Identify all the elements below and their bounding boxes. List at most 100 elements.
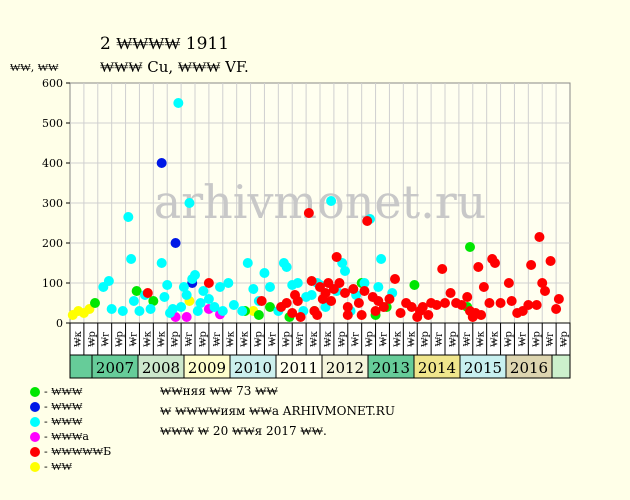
data-point bbox=[523, 300, 534, 310]
legend-label: - ₩₩₩ bbox=[44, 415, 83, 428]
data-point bbox=[331, 252, 342, 262]
half-year-label: ₩г bbox=[184, 332, 195, 347]
data-point bbox=[431, 300, 442, 310]
data-point bbox=[359, 286, 370, 296]
data-point bbox=[551, 304, 562, 314]
half-year-label: ₩г bbox=[517, 332, 528, 347]
half-year-label: ₩к bbox=[309, 330, 320, 346]
data-point bbox=[423, 310, 434, 320]
data-point bbox=[476, 310, 487, 320]
data-point bbox=[306, 276, 317, 286]
legend-label: - ₩₩₩₩₩Б bbox=[44, 445, 112, 458]
data-point bbox=[553, 294, 564, 304]
data-point bbox=[495, 298, 506, 308]
half-year-label: ₩р bbox=[254, 331, 265, 347]
data-point bbox=[384, 294, 395, 304]
data-point bbox=[356, 310, 367, 320]
data-point bbox=[195, 298, 206, 308]
half-year-label: ₩р bbox=[365, 331, 376, 347]
half-year-label: ₩г bbox=[101, 332, 112, 347]
data-point bbox=[190, 270, 200, 280]
half-year-label: ₩р bbox=[559, 331, 570, 347]
data-point bbox=[473, 262, 484, 272]
legend-marker bbox=[30, 461, 40, 472]
legend-label: - ₩₩₩ bbox=[44, 385, 83, 398]
half-year-label: ₩г bbox=[545, 332, 556, 347]
legend-marker bbox=[30, 431, 40, 442]
half-year-label: ₩г bbox=[267, 332, 278, 347]
legend-item: - ₩₩₩ bbox=[30, 414, 82, 429]
data-point bbox=[456, 300, 467, 310]
y-tick-label: 100 bbox=[42, 277, 63, 290]
year-label-2016: 2016 bbox=[510, 359, 548, 377]
data-point bbox=[417, 302, 428, 312]
year-label-2010: 2010 bbox=[234, 359, 272, 377]
half-year-label: ₩р bbox=[281, 331, 292, 347]
half-year-label: ₩к bbox=[142, 330, 153, 346]
data-point bbox=[176, 302, 187, 312]
legend-marker bbox=[30, 386, 40, 397]
half-year-label: ₩к bbox=[476, 330, 487, 346]
data-point bbox=[217, 306, 228, 316]
legend-item: - ₩₩ bbox=[30, 459, 72, 474]
data-point bbox=[134, 306, 145, 316]
data-point bbox=[531, 300, 542, 310]
data-point bbox=[342, 302, 353, 312]
half-year-label: ₩р bbox=[115, 331, 126, 347]
data-point bbox=[156, 258, 167, 268]
data-point bbox=[237, 306, 248, 316]
y-tick-label: 400 bbox=[42, 157, 63, 170]
data-point bbox=[106, 304, 117, 314]
data-point bbox=[203, 278, 214, 288]
data-point bbox=[395, 308, 406, 318]
legend-marker bbox=[30, 401, 40, 412]
data-point bbox=[406, 302, 417, 312]
data-point bbox=[295, 312, 306, 322]
data-point bbox=[192, 306, 203, 316]
data-point bbox=[209, 302, 220, 312]
legend-label: - ₩₩ bbox=[44, 460, 72, 473]
data-point bbox=[334, 278, 345, 288]
data-point bbox=[215, 282, 225, 292]
legend-label: - ₩₩₩а bbox=[44, 430, 89, 443]
half-year-label: ₩р bbox=[531, 331, 542, 347]
data-point bbox=[117, 306, 128, 316]
half-year-label: ₩р bbox=[337, 331, 348, 347]
half-year-label: ₩р bbox=[170, 331, 181, 347]
data-point bbox=[178, 282, 189, 292]
data-point bbox=[353, 298, 364, 308]
half-year-label: ₩р bbox=[504, 331, 515, 347]
data-point bbox=[506, 296, 517, 306]
data-point bbox=[445, 288, 456, 298]
data-point bbox=[376, 254, 387, 264]
data-point bbox=[128, 296, 139, 306]
year-label-2007: 2007 bbox=[96, 359, 134, 377]
legend-label: - ₩₩₩ bbox=[44, 400, 83, 413]
data-point bbox=[409, 280, 420, 290]
data-point bbox=[534, 232, 545, 242]
half-year-label: ₩к bbox=[156, 330, 167, 346]
data-point bbox=[281, 298, 292, 308]
half-year-label: ₩г bbox=[351, 332, 362, 347]
legend-marker bbox=[30, 416, 40, 427]
data-point bbox=[326, 196, 337, 206]
data-point bbox=[265, 302, 275, 312]
year-label-2015: 2015 bbox=[464, 359, 502, 377]
year-label-2008: 2008 bbox=[142, 359, 180, 377]
legend-marker bbox=[30, 446, 40, 457]
data-point bbox=[490, 258, 500, 268]
note-source: ₩ ₩₩₩₩иям ₩₩а ARHIVMONET.RU bbox=[160, 404, 395, 418]
data-point bbox=[390, 274, 400, 284]
data-point bbox=[256, 296, 267, 306]
data-point bbox=[103, 276, 114, 286]
data-point bbox=[306, 290, 317, 300]
data-point bbox=[198, 286, 209, 296]
y-tick-label: 500 bbox=[42, 117, 63, 130]
year-label-2009: 2009 bbox=[188, 359, 226, 377]
chart-subtitle: ₩₩₩ Cu, ₩₩₩ VF. bbox=[100, 58, 249, 76]
data-point bbox=[303, 208, 314, 218]
data-point bbox=[248, 284, 259, 294]
half-year-label: ₩г bbox=[462, 332, 473, 347]
legend-item: - ₩₩₩а bbox=[30, 429, 89, 444]
half-year-label: ₩г bbox=[434, 332, 445, 347]
